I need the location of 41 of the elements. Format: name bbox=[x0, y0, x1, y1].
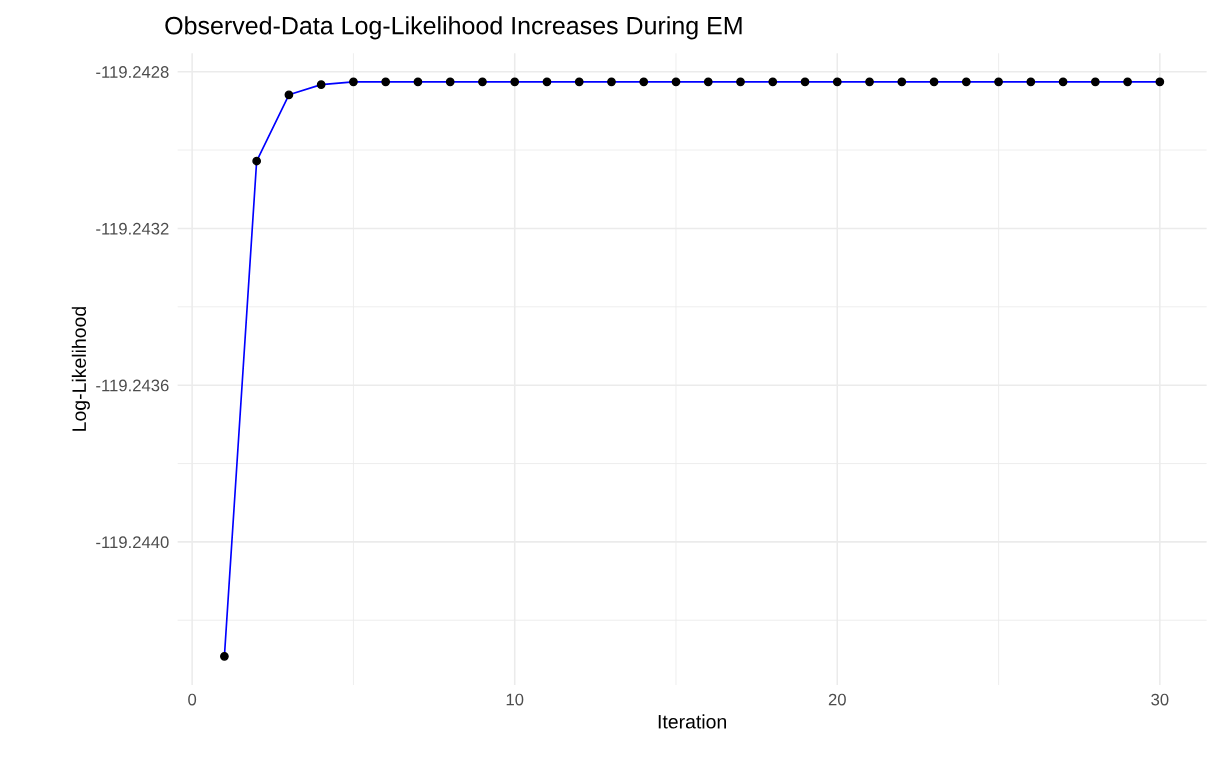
point bbox=[1155, 77, 1165, 87]
point bbox=[736, 77, 745, 87]
point bbox=[220, 651, 229, 661]
point bbox=[445, 77, 455, 87]
y-tick-label: -119.2432 bbox=[96, 222, 169, 235]
point bbox=[510, 77, 520, 87]
point bbox=[768, 77, 778, 87]
point bbox=[961, 77, 971, 87]
x-tick-label: 30 bbox=[1151, 693, 1169, 706]
point bbox=[1058, 77, 1068, 87]
point bbox=[542, 77, 552, 87]
point bbox=[284, 90, 294, 100]
point bbox=[1026, 77, 1036, 87]
x-tick-label: 20 bbox=[828, 693, 846, 706]
point bbox=[381, 77, 391, 87]
point bbox=[349, 77, 358, 87]
point bbox=[1123, 77, 1132, 87]
point bbox=[994, 77, 1003, 87]
y-tick-label: -119.2440 bbox=[96, 536, 169, 549]
point bbox=[1090, 77, 1100, 87]
y-tick-label: -119.2428 bbox=[96, 66, 169, 78]
chart-title: Observed-Data Log-Likelihood Increases During EM bbox=[165, 16, 742, 40]
x-tick-label: 10 bbox=[506, 693, 524, 706]
point bbox=[703, 77, 713, 87]
point bbox=[897, 77, 907, 87]
point bbox=[865, 77, 874, 87]
point bbox=[832, 77, 842, 87]
point bbox=[607, 77, 616, 87]
x-axis-title: Iteration bbox=[658, 714, 726, 729]
point bbox=[574, 77, 584, 87]
point bbox=[929, 77, 939, 87]
point bbox=[413, 77, 423, 87]
y-tick-label: -119.2436 bbox=[96, 379, 169, 392]
point bbox=[639, 77, 649, 87]
point bbox=[671, 77, 681, 87]
point bbox=[252, 156, 262, 166]
point bbox=[800, 77, 810, 87]
x-tick-label: 0 bbox=[188, 693, 197, 706]
point bbox=[478, 77, 487, 87]
y-axis-title: Log-Likelihood bbox=[71, 307, 90, 431]
point bbox=[316, 80, 326, 89]
